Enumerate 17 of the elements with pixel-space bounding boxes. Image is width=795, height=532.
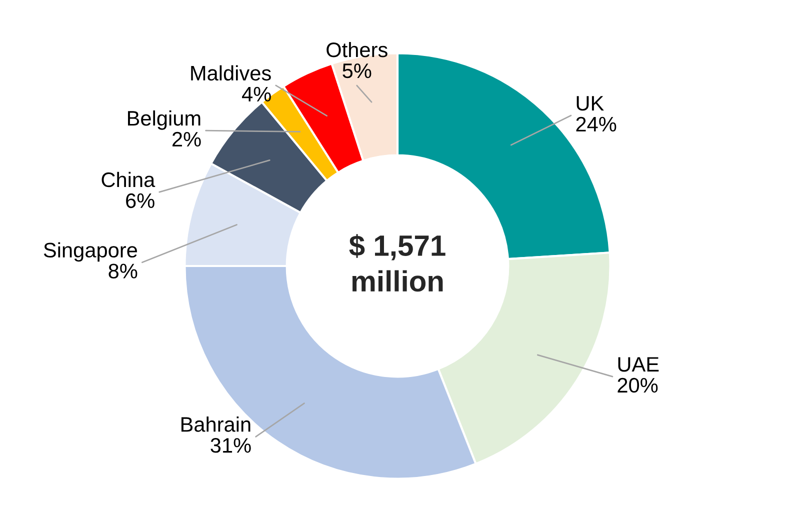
slice-label: Bahrain bbox=[181, 416, 250, 432]
text: $ 1,571 million bbox=[349, 234, 446, 292]
data-label: 31% bbox=[210, 438, 251, 453]
data-label: 24% bbox=[576, 116, 616, 132]
slice-label: Maldives bbox=[191, 65, 271, 81]
data-label: 6% bbox=[126, 193, 154, 208]
data-label: 5% bbox=[342, 64, 372, 78]
slice-label: UAE bbox=[618, 357, 659, 372]
data-label: 4% bbox=[242, 86, 271, 102]
slice-label: Singapore bbox=[44, 242, 138, 262]
slice-label: China bbox=[102, 172, 156, 188]
data-label: 20% bbox=[618, 378, 658, 393]
data-label: 2% bbox=[172, 132, 201, 147]
data-label: 8% bbox=[108, 264, 138, 278]
slice-label: Others bbox=[326, 42, 388, 58]
slice-label: UK bbox=[576, 96, 604, 111]
slice-label: Belgium bbox=[128, 110, 200, 130]
